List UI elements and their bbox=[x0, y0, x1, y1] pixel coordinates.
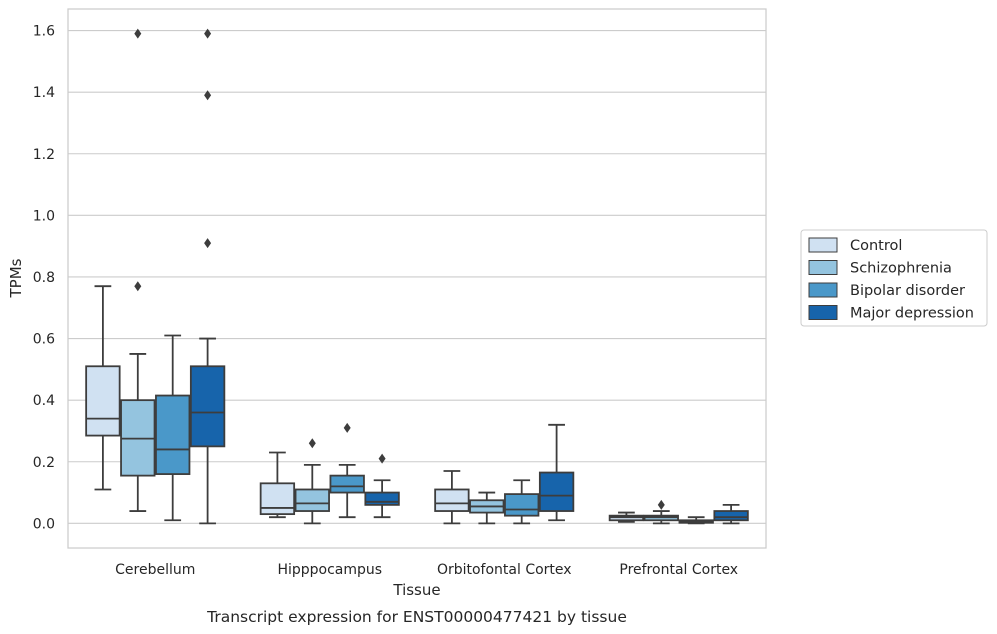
y-tick-label: 0.6 bbox=[33, 332, 55, 348]
iqr-box bbox=[85, 365, 121, 437]
legend: Control Schizophrenia Bipolar disorder Majo… bbox=[800, 229, 988, 327]
box-control bbox=[259, 451, 296, 519]
iqr-box bbox=[155, 394, 191, 475]
outlier-point bbox=[134, 281, 142, 292]
box-schizophrenia bbox=[469, 491, 505, 525]
iqr-box bbox=[364, 491, 400, 506]
box-major-depression bbox=[713, 503, 749, 525]
plot-frame bbox=[67, 8, 767, 549]
box-schizophrenia bbox=[294, 438, 330, 525]
outlier-point bbox=[204, 238, 212, 249]
box-major-depression bbox=[364, 453, 400, 519]
box-control bbox=[608, 511, 645, 523]
outlier-point bbox=[343, 422, 351, 433]
y-tick-label: 0.2 bbox=[33, 455, 55, 471]
y-tick-label: 0.0 bbox=[33, 516, 55, 532]
legend-label: Schizophrenia bbox=[850, 261, 952, 277]
box-schizophrenia bbox=[643, 499, 679, 525]
iqr-box bbox=[294, 488, 330, 512]
x-axis-ticks: Cerebellum Hipppocampus Orbitofontal Corte… bbox=[115, 562, 738, 578]
x-tick-label: Hipppocampus bbox=[277, 562, 382, 578]
y-axis-label: TPMs bbox=[7, 258, 25, 298]
y-axis-ticks: 0.0 0.2 0.4 0.6 0.8 1.0 1.2 1.4 1.6 bbox=[33, 24, 55, 533]
outlier-point bbox=[378, 453, 386, 464]
box-major-depression bbox=[538, 423, 575, 522]
box-schizophrenia bbox=[120, 28, 156, 512]
legend-label: Major depression bbox=[850, 306, 974, 322]
outlier-point bbox=[657, 499, 665, 510]
box-bipolar-disorder bbox=[678, 516, 714, 525]
legend-swatch bbox=[808, 282, 838, 298]
y-tick-label: 0.4 bbox=[33, 393, 55, 409]
outlier-point bbox=[308, 438, 316, 449]
iqr-box bbox=[434, 488, 470, 512]
iqr-box bbox=[713, 510, 749, 522]
y-tick-label: 1.0 bbox=[33, 208, 55, 224]
box-bipolar-disorder bbox=[329, 422, 365, 519]
boxes bbox=[85, 28, 749, 525]
box-control bbox=[434, 470, 470, 525]
x-tick-label: Cerebellum bbox=[115, 562, 195, 578]
legend-swatch bbox=[808, 260, 838, 275]
box-major-depression bbox=[189, 28, 226, 525]
outlier-point bbox=[204, 28, 212, 39]
iqr-box bbox=[538, 471, 575, 512]
box-control bbox=[85, 285, 121, 491]
legend-frame bbox=[800, 229, 988, 327]
legend-label: Control bbox=[850, 238, 902, 254]
box-bipolar-disorder bbox=[155, 334, 191, 522]
legend-swatch bbox=[808, 305, 838, 320]
x-tick-label: Prefrontal Cortex bbox=[619, 562, 738, 578]
y-tick-label: 0.8 bbox=[33, 270, 55, 286]
y-tick-label: 1.2 bbox=[33, 147, 55, 163]
y-tick-label: 1.4 bbox=[33, 85, 55, 101]
box-bipolar-disorder bbox=[504, 479, 540, 525]
iqr-box bbox=[259, 482, 296, 516]
x-tick-label: Orbitofontal Cortex bbox=[437, 562, 572, 578]
iqr-box bbox=[189, 365, 226, 448]
outlier-point bbox=[134, 28, 142, 39]
outlier-point bbox=[204, 90, 212, 101]
x-axis-label: Tissue bbox=[392, 581, 440, 599]
iqr-box bbox=[504, 493, 540, 517]
chart-caption: Transcript expression for ENST0000047742… bbox=[206, 608, 627, 626]
legend-swatch bbox=[808, 237, 838, 253]
y-tick-label: 1.6 bbox=[33, 24, 55, 40]
legend-label: Bipolar disorder bbox=[850, 283, 965, 299]
iqr-box bbox=[329, 474, 365, 494]
